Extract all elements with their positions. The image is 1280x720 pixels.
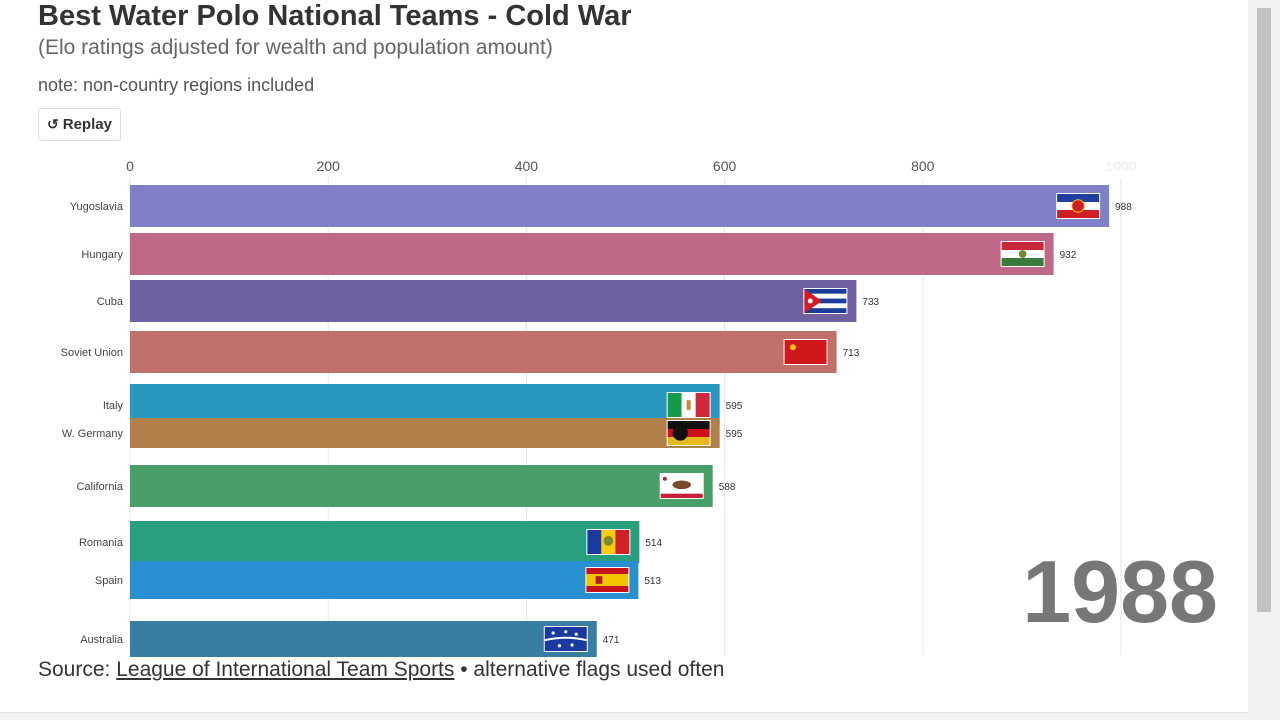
bar-value-label: 713 (843, 348, 860, 359)
tick-label: 200 (317, 158, 341, 174)
west-germany-flag-icon (666, 420, 711, 446)
tick-label: 400 (515, 158, 539, 174)
chart-card: Best Water Polo National Teams - Cold Wa… (0, 0, 1249, 713)
page-scrollbar[interactable] (1248, 0, 1280, 720)
bar (130, 233, 1054, 275)
bar-group-yugoslavia: Yugoslavia 988 (70, 185, 1132, 227)
source-link[interactable]: League of International Team Sports (116, 658, 455, 681)
bar-group-soviet-union: Soviet Union 713 (61, 331, 860, 373)
source-suffix: • alternative flags used often (460, 658, 725, 681)
bar (130, 331, 837, 373)
bar-category-label: Soviet Union (61, 347, 123, 359)
bar (130, 521, 640, 563)
bar (130, 561, 639, 599)
chart-subtitle: (Elo ratings adjusted for wealth and pop… (38, 36, 553, 59)
bar-value-label: 988 (1115, 202, 1132, 213)
bar-value-label: 513 (644, 576, 661, 587)
replay-button[interactable]: ↺ Replay (38, 108, 121, 141)
bar-group-spain: Spain 513 (95, 561, 662, 599)
bar-category-label: W. Germany (62, 428, 124, 440)
italy-flag-icon (666, 392, 711, 418)
cuba-flag-icon (803, 288, 848, 314)
bar-value-label: 595 (726, 401, 743, 412)
bar-group-romania: Romania 514 (79, 521, 662, 563)
chart-note: note: non-country regions included (38, 75, 315, 95)
bar-value-label: 471 (603, 635, 620, 646)
bar-value-label: 588 (719, 482, 736, 493)
bar-category-label: Romania (79, 537, 124, 549)
bar-group-australia: Australia 471 (80, 621, 620, 657)
romania-flag-icon (586, 529, 631, 555)
bar-category-label: Australia (80, 634, 124, 646)
year-label: 1988 (1022, 542, 1218, 641)
bar-category-label: Italy (103, 400, 124, 412)
source-line: Source: League of International Team Spo… (38, 658, 724, 682)
bar-chart-race: 0 200 400 600 800 1000 1988 Yugoslavia 988 Hungar… (61, 158, 1218, 657)
tick-label: 1000 (1105, 158, 1136, 174)
bar (130, 280, 857, 322)
replay-icon: ↺ (47, 116, 59, 132)
bar-category-label: California (77, 481, 124, 493)
bar-group-w-germany: W. Germany 595 (62, 418, 743, 448)
bar-value-label: 514 (645, 538, 662, 549)
chart-title: Best Water Polo National Teams - Cold Wa… (38, 0, 632, 32)
replay-label: Replay (62, 116, 112, 133)
bar-category-label: Cuba (97, 296, 124, 308)
bar-group-cuba: Cuba 733 (97, 280, 880, 322)
bar-category-label: Hungary (81, 249, 123, 261)
source-prefix: Source: (38, 658, 111, 681)
bar (130, 185, 1110, 227)
bar-category-label: Yugoslavia (70, 201, 124, 213)
hungary-flag-icon (1000, 241, 1045, 267)
bar (130, 465, 713, 507)
tick-label: 0 (126, 158, 134, 174)
bar (130, 418, 720, 448)
ussr-flag-icon (783, 339, 828, 365)
australia-flag-icon (543, 626, 588, 652)
bar-value-label: 932 (1060, 250, 1077, 261)
spain-flag-icon (585, 567, 630, 593)
tick-label: 600 (713, 158, 737, 174)
bar (130, 621, 597, 657)
california-flag-icon (659, 473, 704, 499)
bar-group-hungary: Hungary 932 (81, 233, 1077, 275)
tick-label: 800 (911, 158, 935, 174)
bar-value-label: 733 (862, 297, 879, 308)
yugoslavia-flag-icon (1056, 193, 1101, 219)
bar-value-label: 595 (726, 429, 743, 440)
bar-group-california: California 588 (77, 465, 736, 507)
scrollbar-thumb[interactable] (1257, 8, 1271, 612)
bar-category-label: Spain (95, 575, 123, 587)
